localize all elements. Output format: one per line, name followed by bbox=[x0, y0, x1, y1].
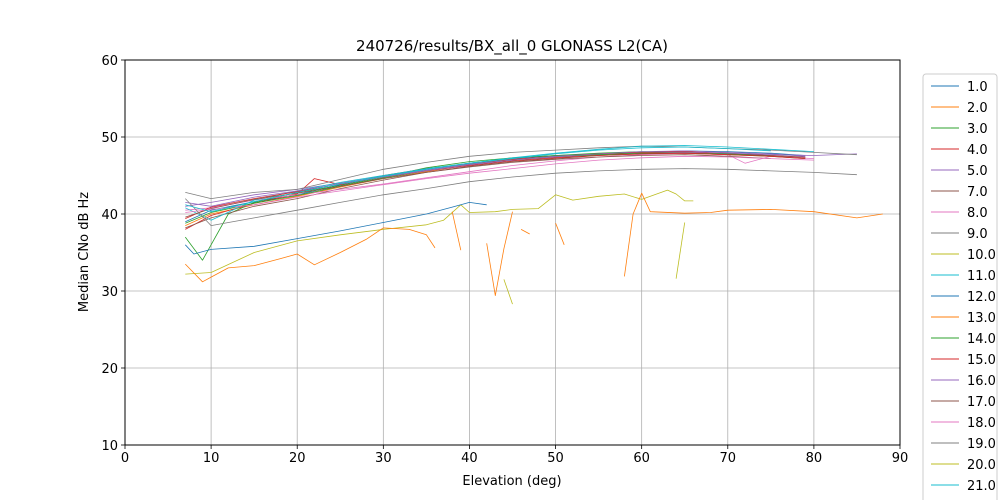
series-line-22 bbox=[624, 192, 883, 277]
series-line-9 bbox=[185, 146, 771, 221]
series-line-25 bbox=[520, 229, 530, 235]
x-tick-label: 60 bbox=[633, 451, 650, 466]
series-line-23 bbox=[675, 222, 686, 279]
series-line-15 bbox=[185, 154, 771, 218]
series-line-8 bbox=[185, 189, 694, 275]
series-line-2 bbox=[184, 151, 771, 261]
legend-box bbox=[922, 73, 998, 500]
legend-label: 20.0 bbox=[967, 458, 996, 473]
series-line-20 bbox=[486, 211, 513, 297]
x-axis-ticks: 0 10 20 30 40 50 60 70 80 90 bbox=[121, 445, 908, 466]
x-tick-label: 30 bbox=[375, 451, 392, 466]
legend: 1.0 2.0 3.0 4.0 5.0 7.0 8.0 9.0 10.0 11.0 12.0 13.0… bbox=[922, 73, 998, 500]
legend-label: 11.0 bbox=[967, 269, 996, 284]
legend-label: 18.0 bbox=[967, 416, 996, 431]
x-tick-label: 20 bbox=[289, 451, 306, 466]
legend-label: 1.0 bbox=[967, 80, 988, 95]
series-line-19 bbox=[185, 145, 814, 213]
y-tick-label: 50 bbox=[101, 131, 118, 146]
legend-label: 16.0 bbox=[967, 374, 996, 389]
x-axis-label: Elevation (deg) bbox=[462, 474, 561, 489]
series-line-11 bbox=[185, 227, 436, 283]
x-tick-label: 0 bbox=[121, 451, 129, 466]
legend-label: 15.0 bbox=[967, 353, 996, 368]
series-line-16 bbox=[185, 155, 814, 213]
x-tick-label: 10 bbox=[203, 451, 220, 466]
chart-title: 240726/results/BX_all_0 GLONASS L2(CA) bbox=[356, 37, 668, 56]
x-tick-label: 90 bbox=[892, 451, 909, 466]
series-line-24 bbox=[451, 211, 462, 251]
series-line-21 bbox=[555, 223, 565, 245]
legend-label: 4.0 bbox=[967, 143, 988, 158]
legend-label: 7.0 bbox=[967, 185, 988, 200]
series-line-14 bbox=[185, 150, 806, 207]
y-tick-label: 10 bbox=[101, 439, 118, 454]
y-tick-label: 30 bbox=[101, 285, 118, 300]
legend-label: 9.0 bbox=[967, 227, 988, 242]
legend-label: 21.0 bbox=[967, 479, 996, 494]
series-line-18 bbox=[503, 279, 513, 305]
legend-label: 14.0 bbox=[967, 332, 996, 347]
legend-label: 2.0 bbox=[967, 101, 988, 116]
x-tick-label: 40 bbox=[461, 451, 478, 466]
legend-label: 10.0 bbox=[967, 248, 996, 263]
y-axis-label: Median CNo dB Hz bbox=[77, 192, 92, 312]
y-tick-label: 40 bbox=[101, 208, 118, 223]
series-lines bbox=[184, 145, 883, 305]
legend-label: 17.0 bbox=[967, 395, 996, 410]
x-tick-label: 50 bbox=[547, 451, 564, 466]
y-tick-label: 20 bbox=[101, 362, 118, 377]
x-tick-label: 70 bbox=[720, 451, 737, 466]
y-tick-label: 60 bbox=[101, 54, 118, 69]
legend-label: 12.0 bbox=[967, 290, 996, 305]
grid bbox=[124, 59, 901, 446]
series-line-10 bbox=[185, 201, 487, 255]
series-line-13 bbox=[185, 152, 806, 219]
legend-label: 8.0 bbox=[967, 206, 988, 221]
legend-label: 5.0 bbox=[967, 164, 988, 179]
series-line-17 bbox=[185, 168, 857, 227]
legend-label: 19.0 bbox=[967, 437, 996, 452]
legend-label: 3.0 bbox=[967, 122, 988, 137]
x-tick-label: 80 bbox=[806, 451, 823, 466]
plot-area-frame bbox=[124, 59, 901, 446]
y-axis-ticks: 10 20 30 40 50 60 bbox=[101, 54, 125, 454]
legend-label: 13.0 bbox=[967, 311, 996, 326]
